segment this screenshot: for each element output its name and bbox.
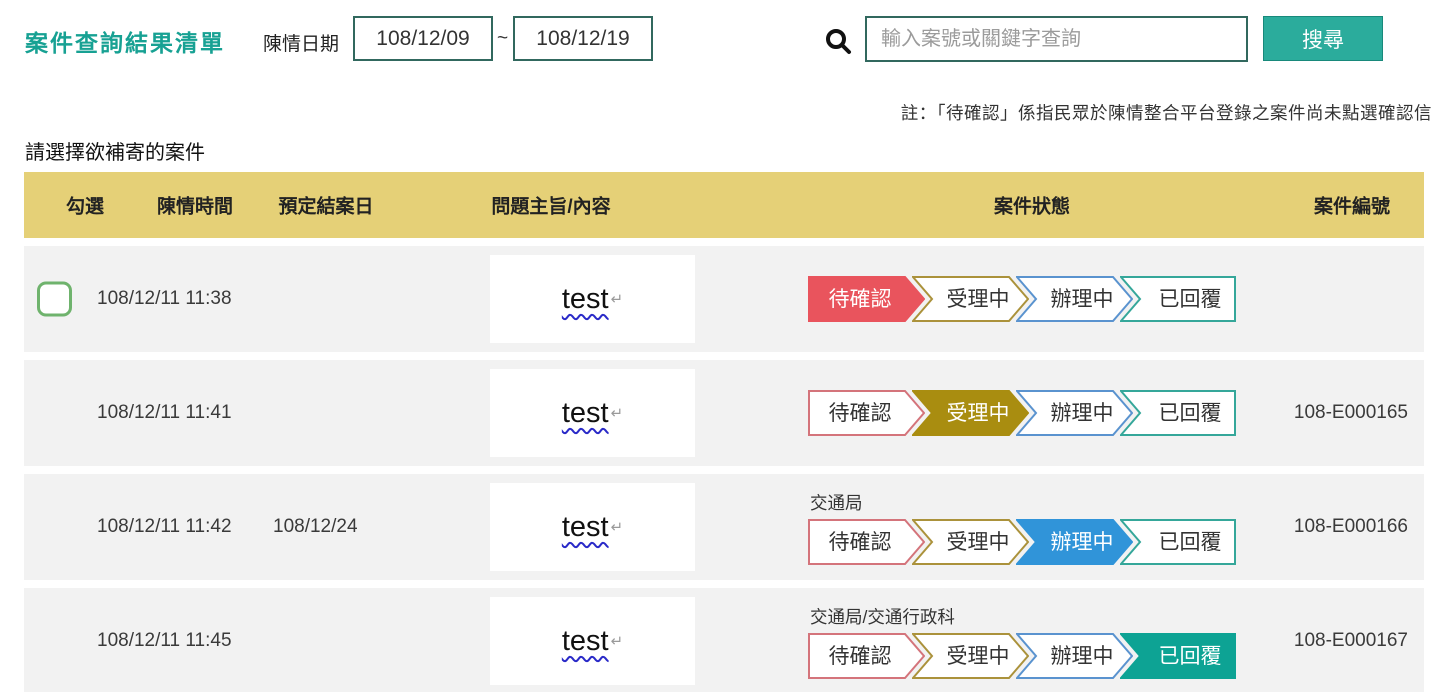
svg-text:已回覆: 已回覆 xyxy=(1159,402,1222,425)
status-step-辦理中: 辦理中 xyxy=(1016,390,1133,436)
svg-text:受理中: 受理中 xyxy=(947,531,1010,554)
subject-text: test xyxy=(561,624,609,657)
case-status: 交通局待確認 受理中 辦理中 已回覆 xyxy=(808,474,1237,580)
status-step-受理中: 受理中 xyxy=(912,518,1029,565)
petition-time: 108/12/11 11:41 xyxy=(97,402,232,423)
petition-time: 108/12/11 11:42 xyxy=(97,516,232,537)
svg-text:辦理中: 辦理中 xyxy=(1051,288,1114,311)
svg-text:已回覆: 已回覆 xyxy=(1159,531,1222,554)
status-progress-bar: 待確認 受理中 辦理中 已回覆 xyxy=(808,518,1237,565)
return-mark: ↵ xyxy=(610,291,624,308)
column-header-3: 問題主旨/內容 xyxy=(491,196,611,218)
case-status: 待確認 受理中 辦理中 已回覆 xyxy=(808,360,1237,466)
status-step-待確認: 待確認 xyxy=(808,276,925,322)
department-label: 交通局/交通行政科 xyxy=(810,606,955,627)
department-label: 交通局 xyxy=(810,492,863,513)
petition-time: 108/12/11 11:45 xyxy=(97,630,232,651)
case-number: 108-E000166 xyxy=(1293,516,1408,537)
date-from-input[interactable] xyxy=(353,16,493,61)
table-row: 108/12/11 11:41 test ↵ 待確認 受理中 辦理中 已回覆 108-E000… xyxy=(24,360,1424,466)
case-status: 待確認 受理中 辦理中 已回覆 xyxy=(808,246,1237,352)
search-button[interactable]: 搜尋 xyxy=(1263,16,1383,61)
row-checkbox[interactable] xyxy=(37,281,72,317)
status-step-待確認: 待確認 xyxy=(808,390,925,436)
status-step-待確認: 待確認 xyxy=(808,632,925,679)
return-mark: ↵ xyxy=(610,633,624,650)
status-progress-bar: 待確認 受理中 辦理中 已回覆 xyxy=(808,390,1237,436)
column-header-4: 案件狀態 xyxy=(993,196,1071,218)
search-input[interactable] xyxy=(865,16,1248,62)
svg-text:待確認: 待確認 xyxy=(829,402,892,425)
date-filter-label: 陳情日期 xyxy=(263,34,340,55)
status-step-已回覆: 已回覆 xyxy=(1120,518,1236,565)
date-range-separator: ~ xyxy=(497,28,509,49)
case-number: 108-E000167 xyxy=(1293,630,1408,651)
column-header-5: 案件編號 xyxy=(1313,196,1391,218)
table-instruction: 請選擇欲補寄的案件 xyxy=(25,142,205,164)
svg-text:辦理中: 辦理中 xyxy=(1051,645,1114,668)
petition-time: 108/12/11 11:38 xyxy=(97,288,232,309)
subject-text: test xyxy=(561,282,609,315)
status-step-辦理中: 辦理中 xyxy=(1016,632,1133,679)
subject-content-box[interactable]: test ↵ xyxy=(490,369,695,457)
svg-text:待確認: 待確認 xyxy=(829,531,892,554)
status-step-受理中: 受理中 xyxy=(912,390,1029,436)
subject-content-box[interactable]: test ↵ xyxy=(490,255,695,343)
svg-text:辦理中: 辦理中 xyxy=(1051,531,1114,554)
return-mark: ↵ xyxy=(610,405,624,422)
svg-text:待確認: 待確認 xyxy=(829,288,892,311)
svg-text:受理中: 受理中 xyxy=(947,402,1010,425)
due-date: 108/12/24 xyxy=(273,516,358,537)
status-step-辦理中: 辦理中 xyxy=(1016,518,1133,565)
case-status: 交通局/交通行政科待確認 受理中 辦理中 已回覆 xyxy=(808,588,1237,692)
search-icon xyxy=(824,27,854,57)
return-mark: ↵ xyxy=(610,519,624,536)
table-row: 108/12/11 11:38 test ↵ 待確認 受理中 辦理中 已回覆 xyxy=(24,246,1424,352)
status-step-已回覆: 已回覆 xyxy=(1120,390,1236,436)
status-step-待確認: 待確認 xyxy=(808,518,925,565)
column-header-2: 預定結案日 xyxy=(278,196,374,218)
table-row: 108/12/11 11:42 108/12/24 test ↵ 交通局待確認 受理中 辦理… xyxy=(24,474,1424,580)
svg-text:辦理中: 辦理中 xyxy=(1051,402,1114,425)
svg-text:受理中: 受理中 xyxy=(947,645,1010,668)
svg-text:已回覆: 已回覆 xyxy=(1159,288,1222,311)
status-step-受理中: 受理中 xyxy=(912,276,1029,322)
date-to-input[interactable] xyxy=(513,16,653,61)
svg-text:已回覆: 已回覆 xyxy=(1159,645,1222,668)
svg-text:受理中: 受理中 xyxy=(947,288,1010,311)
table-row: 108/12/11 11:45 test ↵ 交通局/交通行政科待確認 受理中 辦理中 已回… xyxy=(24,588,1424,692)
svg-text:待確認: 待確認 xyxy=(829,645,892,668)
subject-content-box[interactable]: test ↵ xyxy=(490,597,695,685)
status-note: 註：「待確認」係指民眾於陳情整合平台登錄之案件尚未點選確認信 xyxy=(900,103,1432,123)
status-progress-bar: 待確認 受理中 辦理中 已回覆 xyxy=(808,276,1237,322)
subject-text: test xyxy=(561,396,609,429)
table-header-row: 勾選 陳情時間 預定結案日 問題主旨/內容 案件狀態 案件編號 xyxy=(24,172,1424,238)
case-table: 勾選 陳情時間 預定結案日 問題主旨/內容 案件狀態 案件編號 108/12/11 11:… xyxy=(24,172,1424,692)
status-step-辦理中: 辦理中 xyxy=(1016,276,1133,322)
subject-text: test xyxy=(561,510,609,543)
status-step-受理中: 受理中 xyxy=(912,632,1029,679)
status-step-已回覆: 已回覆 xyxy=(1120,276,1236,322)
status-step-已回覆: 已回覆 xyxy=(1120,632,1236,679)
table-body: 108/12/11 11:38 test ↵ 待確認 受理中 辦理中 已回覆 108/12/1… xyxy=(24,246,1424,692)
column-header-0: 勾選 xyxy=(65,196,105,218)
page-title: 案件查詢結果清單 xyxy=(25,30,225,56)
status-progress-bar: 待確認 受理中 辦理中 已回覆 xyxy=(808,632,1237,679)
subject-content-box[interactable]: test ↵ xyxy=(490,483,695,571)
column-header-1: 陳情時間 xyxy=(156,196,234,218)
case-number: 108-E000165 xyxy=(1293,402,1408,423)
